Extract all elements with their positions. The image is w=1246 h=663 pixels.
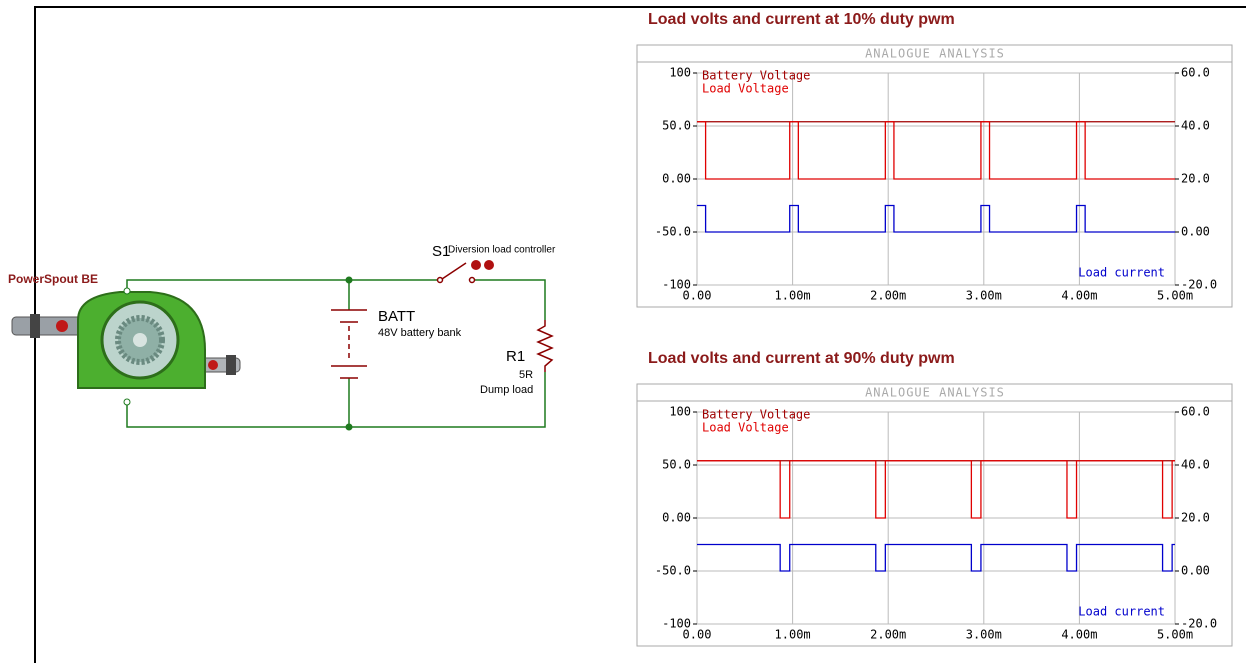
indicator: [484, 260, 494, 270]
resistor-value: 5R: [519, 369, 533, 381]
x-tick-label: 1.00m: [775, 289, 811, 303]
legend-entry: Load current: [1078, 605, 1165, 619]
terminal: [123, 287, 131, 295]
y-tick-label: 0.00: [662, 511, 691, 525]
x-tick-label: 2.00m: [870, 289, 906, 303]
y-tick-label: 50.0: [662, 119, 691, 133]
indicator: [471, 260, 481, 270]
schematic: PowerSpout BE S1 Diversion load controll…: [8, 243, 556, 431]
x-tick-label: 3.00m: [966, 289, 1002, 303]
battery-note: 48V battery bank: [378, 327, 462, 339]
y-tick-label: 100: [669, 66, 691, 80]
x-tick-label: 4.00m: [1061, 628, 1097, 642]
junction: [345, 423, 353, 431]
switch-note: Diversion load controller: [448, 245, 556, 256]
plot-frame: [636, 383, 1233, 647]
y2-tick-label: 40.0: [1181, 119, 1210, 133]
resistor-note: Dump load: [480, 384, 533, 396]
wire: [126, 279, 546, 428]
chart-title: Load volts and current at 90% duty pwm: [648, 350, 955, 367]
generator-label: PowerSpout BE: [8, 272, 98, 286]
turbine: [11, 291, 241, 389]
legend-entry: Battery Voltage: [702, 408, 810, 422]
y-tick-label: 0.00: [662, 172, 691, 186]
x-tick-label: 4.00m: [1061, 289, 1097, 303]
y-tick-label: -100: [662, 278, 691, 292]
series-line: [697, 204, 1175, 233]
plot-frame: [636, 44, 1233, 308]
plot-title: ANALOGUE ANALYSIS: [865, 47, 1005, 61]
x-tick-label: 5.00m: [1157, 289, 1193, 303]
series-line: [697, 121, 1175, 180]
series-line: [697, 543, 1175, 572]
legend-entry: Load Voltage: [702, 82, 789, 96]
y2-tick-label: 20.0: [1181, 172, 1210, 186]
battery: [331, 309, 367, 379]
x-tick-label: 5.00m: [1157, 628, 1193, 642]
legend-entry: Load current: [1078, 266, 1165, 280]
chart-title: Load volts and current at 10% duty pwm: [648, 11, 955, 28]
y2-tick-label: 40.0: [1181, 458, 1210, 472]
y2-tick-label: -20.0: [1181, 278, 1217, 292]
y2-tick-label: -20.0: [1181, 617, 1217, 631]
x-tick-label: 2.00m: [870, 628, 906, 642]
x-tick-label: 0.00: [683, 628, 712, 642]
y-tick-label: -100: [662, 617, 691, 631]
y-tick-label: 100: [669, 405, 691, 419]
y-tick-label: -50.0: [655, 225, 691, 239]
y2-tick-label: 60.0: [1181, 405, 1210, 419]
resistor-label: R1: [506, 348, 525, 365]
switch-label: S1: [432, 243, 450, 260]
battery-label: BATT: [378, 308, 415, 325]
x-tick-label: 3.00m: [966, 628, 1002, 642]
x-tick-label: 1.00m: [775, 628, 811, 642]
y2-tick-label: 0.00: [1181, 564, 1210, 578]
x-tick-label: 0.00: [683, 289, 712, 303]
plot-title: ANALOGUE ANALYSIS: [865, 386, 1005, 400]
junction: [345, 276, 353, 284]
resistor: [536, 320, 554, 372]
y2-tick-label: 0.00: [1181, 225, 1210, 239]
legend-entry: Load Voltage: [702, 421, 789, 435]
terminal: [123, 398, 131, 406]
series-line: [697, 460, 1175, 519]
legend-entry: Battery Voltage: [702, 69, 810, 83]
y2-tick-label: 60.0: [1181, 66, 1210, 80]
y-tick-label: 50.0: [662, 458, 691, 472]
y2-tick-label: 20.0: [1181, 511, 1210, 525]
y-tick-label: -50.0: [655, 564, 691, 578]
switch: [436, 262, 476, 284]
